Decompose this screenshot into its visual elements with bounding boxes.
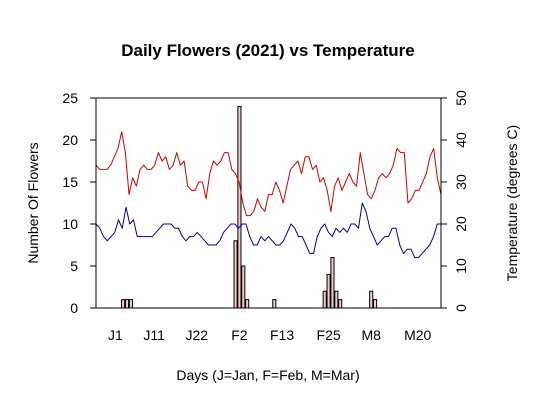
left-axis-title: Number Of Flowers	[25, 142, 41, 263]
temperature-low-line	[95, 202, 441, 259]
flower-bar	[338, 299, 343, 309]
x-axis: J1 J11 J22 F2 F13 F25 M8 M20	[108, 327, 432, 343]
right-axis-tick-label: 0	[453, 304, 469, 312]
flower-bar	[373, 299, 378, 309]
left-axis-tick-label: 0	[70, 300, 78, 316]
right-axis: 0 10 20 30 40 50	[440, 90, 469, 312]
flower-bar	[241, 265, 246, 309]
flower-bar	[334, 290, 339, 309]
chart-title: Daily Flowers (2021) vs Temperature	[121, 41, 415, 60]
left-axis-tick-label: 5	[70, 258, 78, 274]
right-axis-title: Temperature (degrees C)	[504, 125, 520, 281]
x-axis-tick-label: M8	[361, 327, 381, 343]
temperature-series	[95, 131, 442, 259]
left-axis-tick-label: 25	[62, 90, 78, 106]
flower-bar	[330, 257, 335, 309]
right-axis-tick-label: 30	[453, 174, 469, 190]
flower-bar	[237, 105, 242, 309]
left-axis-tick-label: 10	[62, 216, 78, 232]
right-axis-tick-label: 40	[453, 132, 469, 148]
flower-bar	[121, 299, 126, 309]
right-axis-tick-label: 10	[453, 258, 469, 274]
x-axis-tick-label: F25	[317, 327, 341, 343]
flower-bar	[322, 290, 327, 309]
x-axis-title: Days (J=Jan, F=Feb, M=Mar)	[176, 367, 359, 383]
temperature-high-line	[95, 131, 442, 217]
flower-bar	[326, 273, 331, 309]
left-axis-tick-label: 15	[62, 174, 78, 190]
flower-bar	[272, 299, 277, 309]
x-axis-tick-label: J1	[108, 327, 123, 343]
flower-bar	[233, 240, 238, 309]
flower-bar	[128, 299, 133, 309]
left-axis: 0 5 10 15 20 25	[62, 90, 97, 316]
x-axis-tick-label: M20	[404, 327, 431, 343]
flower-bar	[245, 299, 250, 309]
right-axis-tick-label: 50	[453, 90, 469, 106]
x-axis-tick-label: F13	[270, 327, 294, 343]
left-axis-tick-label: 20	[62, 132, 78, 148]
x-axis-tick-label: J11	[143, 327, 165, 343]
x-axis-tick-label: F2	[231, 327, 248, 343]
flower-bar	[124, 299, 130, 309]
flower-bars	[121, 105, 378, 309]
x-axis-tick-label: J22	[186, 327, 209, 343]
flower-bar	[369, 290, 374, 309]
right-axis-tick-label: 20	[453, 216, 469, 232]
plot-frame	[95, 97, 442, 309]
